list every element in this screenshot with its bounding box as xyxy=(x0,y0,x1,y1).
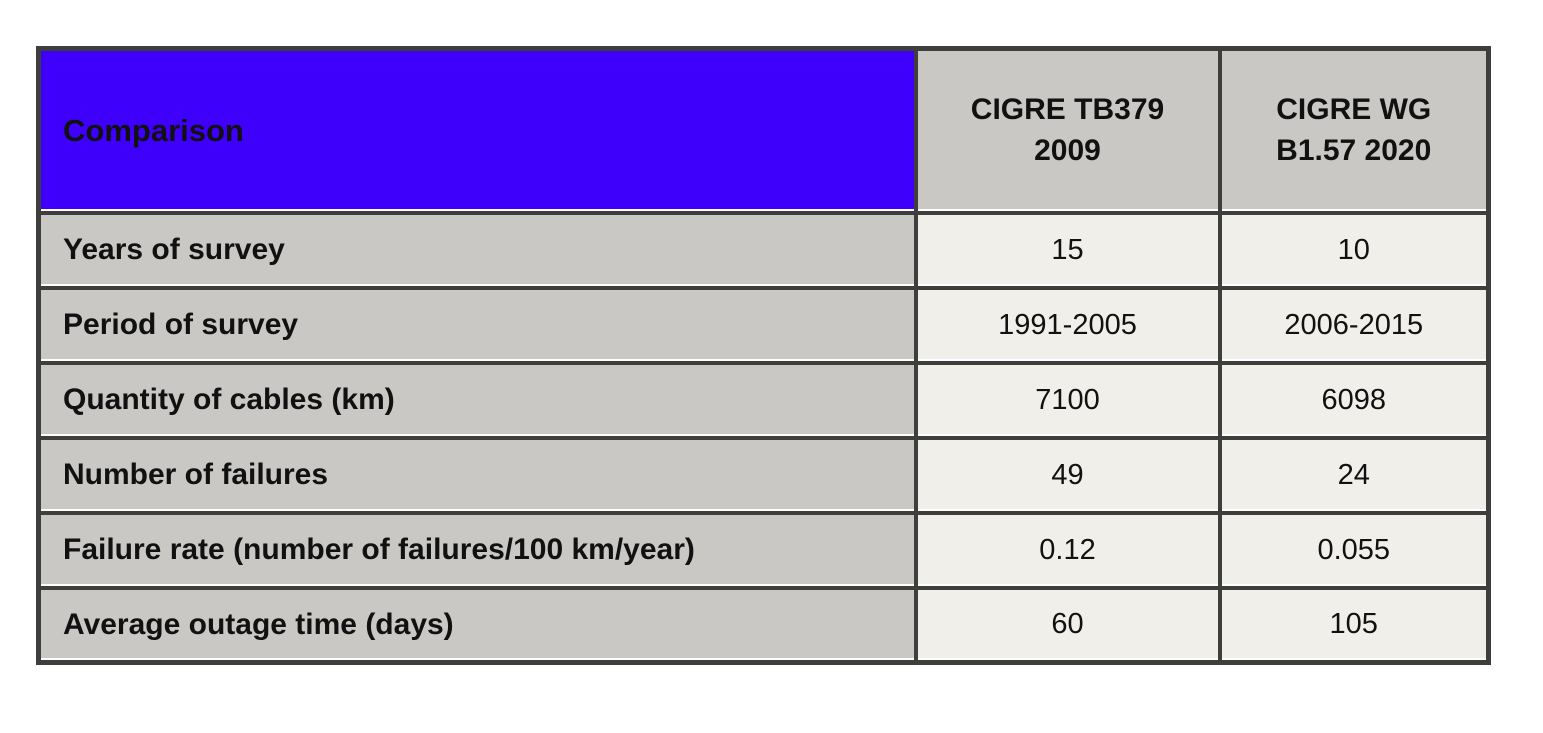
table-cell: 105 xyxy=(1217,585,1491,665)
table-cell: 10 xyxy=(1217,210,1491,290)
table-row: Years of survey 15 10 xyxy=(36,210,1491,290)
table-cell: 0.055 xyxy=(1217,510,1491,590)
table-cell: 2006-2015 xyxy=(1217,285,1491,365)
table-cell: 24 xyxy=(1217,435,1491,515)
header-row: Comparison CIGRE TB379 2009 CIGRE WG B1.… xyxy=(36,46,1491,215)
table-cell: 60 xyxy=(913,585,1222,665)
table-row: Average outage time (days) 60 105 xyxy=(36,585,1491,665)
row-label: Number of failures xyxy=(36,435,918,515)
table-row: Period of survey 1991-2005 2006-2015 xyxy=(36,285,1491,365)
table-row: Number of failures 49 24 xyxy=(36,435,1491,515)
table-cell: 15 xyxy=(913,210,1222,290)
table-cell: 1991-2005 xyxy=(913,285,1222,365)
comparison-table: Comparison CIGRE TB379 2009 CIGRE WG B1.… xyxy=(36,46,1491,665)
table-cell: 6098 xyxy=(1217,360,1491,440)
row-label: Quantity of cables (km) xyxy=(36,360,918,440)
column-header-cigre-wg-b157-2020: CIGRE WG B1.57 2020 xyxy=(1217,46,1491,215)
row-label: Years of survey xyxy=(36,210,918,290)
table-cell: 7100 xyxy=(913,360,1222,440)
table-title-cell: Comparison xyxy=(36,46,918,215)
column-header-cigre-tb379-2009: CIGRE TB379 2009 xyxy=(913,46,1222,215)
table-row: Quantity of cables (km) 7100 6098 xyxy=(36,360,1491,440)
row-label: Failure rate (number of failures/100 km/… xyxy=(36,510,918,590)
table-cell: 0.12 xyxy=(913,510,1222,590)
row-label: Period of survey xyxy=(36,285,918,365)
table-cell: 49 xyxy=(913,435,1222,515)
table-row: Failure rate (number of failures/100 km/… xyxy=(36,510,1491,590)
row-label: Average outage time (days) xyxy=(36,585,918,665)
